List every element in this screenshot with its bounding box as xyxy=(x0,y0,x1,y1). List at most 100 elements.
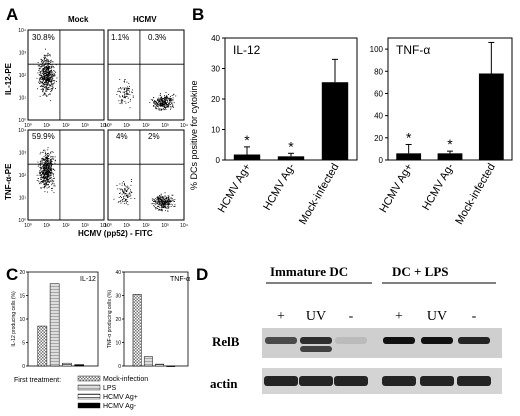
flow-xtick: 10³ xyxy=(81,223,89,229)
group-immature-dc: Immature DC xyxy=(270,264,348,279)
chart-title: IL-12 xyxy=(233,43,261,57)
chart-title: IL-12 xyxy=(80,276,96,283)
lane-label: UV xyxy=(427,309,447,324)
chart-c-tnf: 0 10 20 30 40 TNF-α TNF-α producing cells (%) xyxy=(107,270,190,370)
ytick-label: 40 xyxy=(211,34,220,43)
chart-ylabel: IL-12 producing cells (%) xyxy=(11,291,17,347)
bar-mock-infection xyxy=(132,294,142,367)
category-label: HCMV Ag- xyxy=(261,161,298,212)
bar-hcmv-ag- xyxy=(437,153,463,160)
quad-mock-il12: 30.8% xyxy=(32,33,55,42)
quad-mock-tnf: 59.9% xyxy=(32,132,55,141)
flow-ytick: 10⁴ xyxy=(18,28,26,34)
relb-band xyxy=(265,337,297,344)
lane-label: - xyxy=(472,309,477,324)
flow-xtick: 10⁴ xyxy=(100,123,108,129)
ytick-label: 0 xyxy=(118,364,121,370)
ytick-label: 60 xyxy=(374,89,383,98)
category-label: HCMV Ag+ xyxy=(378,162,416,215)
actin-band xyxy=(264,376,298,386)
ytick-label: 80 xyxy=(374,67,383,76)
legend-label: LPS xyxy=(103,385,117,392)
ytick-label: 10 xyxy=(19,317,25,323)
bar-mock-infected xyxy=(478,73,504,160)
bar-hcmv-ag- xyxy=(74,364,85,367)
flow-xtick: 10¹ xyxy=(123,123,131,129)
ytick-label: 20 xyxy=(115,317,121,323)
ytick-label: 20 xyxy=(374,134,383,143)
flow-xtick: 10² xyxy=(62,223,70,229)
ylabel-tnf-pe: TNF-α-PE xyxy=(4,163,13,200)
xlabel-fitc: HCMV (pp52) - FITC xyxy=(78,229,153,238)
legend-label: Mock-infection xyxy=(103,376,148,383)
ytick-label: 40 xyxy=(374,112,383,121)
flow-xtick: 10¹ xyxy=(43,123,51,129)
chart-c-il12: 0 5 10 15 20 IL-12 IL-12 producing cells (%) xyxy=(11,270,99,370)
actin-band xyxy=(334,376,368,386)
significance-star: * xyxy=(288,138,294,154)
relb-band xyxy=(458,337,490,344)
legend-label: HCMV Ag- xyxy=(103,403,137,410)
bar-mock-infection xyxy=(37,325,48,367)
chart-ylabel: TNF-α producing cells (%) xyxy=(107,290,113,349)
chart-tnf-percent: 0 20 40 60 80 100 TNF-α * HCMV Ag+ * HCMV Ag-Mock-… xyxy=(370,37,513,227)
flow-xtick: 10¹ xyxy=(43,223,51,229)
ytick-label: 10 xyxy=(115,341,121,347)
quad-hcmv-il12-left: 1.1% xyxy=(111,33,129,42)
flow-xtick: 10⁴ xyxy=(180,123,188,129)
flow-ytick: 10³ xyxy=(19,51,27,57)
flow-xtick: 10⁰ xyxy=(24,123,32,129)
flow-xtick: 10⁴ xyxy=(100,223,108,229)
actin-band xyxy=(382,376,416,386)
actin-band xyxy=(299,376,333,386)
chart-title: TNF-α xyxy=(170,276,190,283)
category-label: Mock-infected xyxy=(453,162,498,227)
flow-ytick: 10¹ xyxy=(19,196,27,202)
legend-swatch xyxy=(77,393,101,400)
actin-band xyxy=(420,376,454,386)
flow-ytick: 10² xyxy=(19,73,27,79)
ytick-label: 10 xyxy=(211,126,220,135)
flow-xtick: 10² xyxy=(142,123,150,129)
significance-star: * xyxy=(406,129,412,145)
ytick-label: 40 xyxy=(115,270,121,276)
row-label-relb: RelB xyxy=(212,334,240,349)
relb-band xyxy=(421,337,453,344)
bar-lps xyxy=(49,283,60,367)
category-label: HCMV Ag+ xyxy=(216,162,254,215)
actin-band xyxy=(457,376,491,386)
flow-xtick: 10³ xyxy=(161,223,169,229)
b-ylabel: % DCs positive for cytokine xyxy=(189,80,199,190)
lane-labels: + UV - + UV - xyxy=(277,309,477,324)
panel-d-letter: D xyxy=(196,265,208,284)
significance-star: * xyxy=(447,136,453,152)
bar-hcmv-ag- xyxy=(233,154,261,160)
bar-hcmv-ag- xyxy=(277,156,305,160)
chart-title: TNF-α xyxy=(396,43,430,57)
chart-il12-percent: 0 10 20 30 40 IL-12 * HCMV Ag+ * HCMV Ag- Mock-inf… xyxy=(211,34,358,227)
bar-hcmv-ag- xyxy=(62,362,72,367)
quad-hcmv-tnf-right: 2% xyxy=(148,132,160,141)
flow-xtick: 10⁰ xyxy=(104,123,112,129)
flow-hcmv-il12: 10⁰ 10¹ 10² 10³ 10⁴ xyxy=(104,29,188,129)
quad-hcmv-tnf-left: 4% xyxy=(116,132,128,141)
flow-mock-il12: 10⁰ 10¹ 10² 10³ 10⁴ 10⁰ 10¹ 10² 10³ 10⁴ xyxy=(18,28,108,129)
flow-xtick: 10³ xyxy=(81,123,89,129)
ytick-label: 20 xyxy=(19,270,25,276)
ytick-label: 100 xyxy=(370,45,384,54)
lane-label: + xyxy=(277,309,285,324)
significance-star: * xyxy=(244,132,250,148)
bar-hcmv-ag- xyxy=(155,363,164,367)
category-label: Mock-infected xyxy=(297,162,342,227)
flow-xtick: 10⁰ xyxy=(104,223,112,229)
flow-ytick: 10⁴ xyxy=(18,128,26,134)
legend-swatch xyxy=(77,375,101,382)
bar-lps xyxy=(143,356,153,367)
lane-label: + xyxy=(395,309,403,324)
relb-band-lower xyxy=(300,346,332,352)
ytick-label: 0 xyxy=(379,156,384,165)
quad-hcmv-il12-right: 0.3% xyxy=(148,33,166,42)
row-label-actin: actin xyxy=(210,376,238,391)
ytick-label: 15 xyxy=(19,294,25,300)
